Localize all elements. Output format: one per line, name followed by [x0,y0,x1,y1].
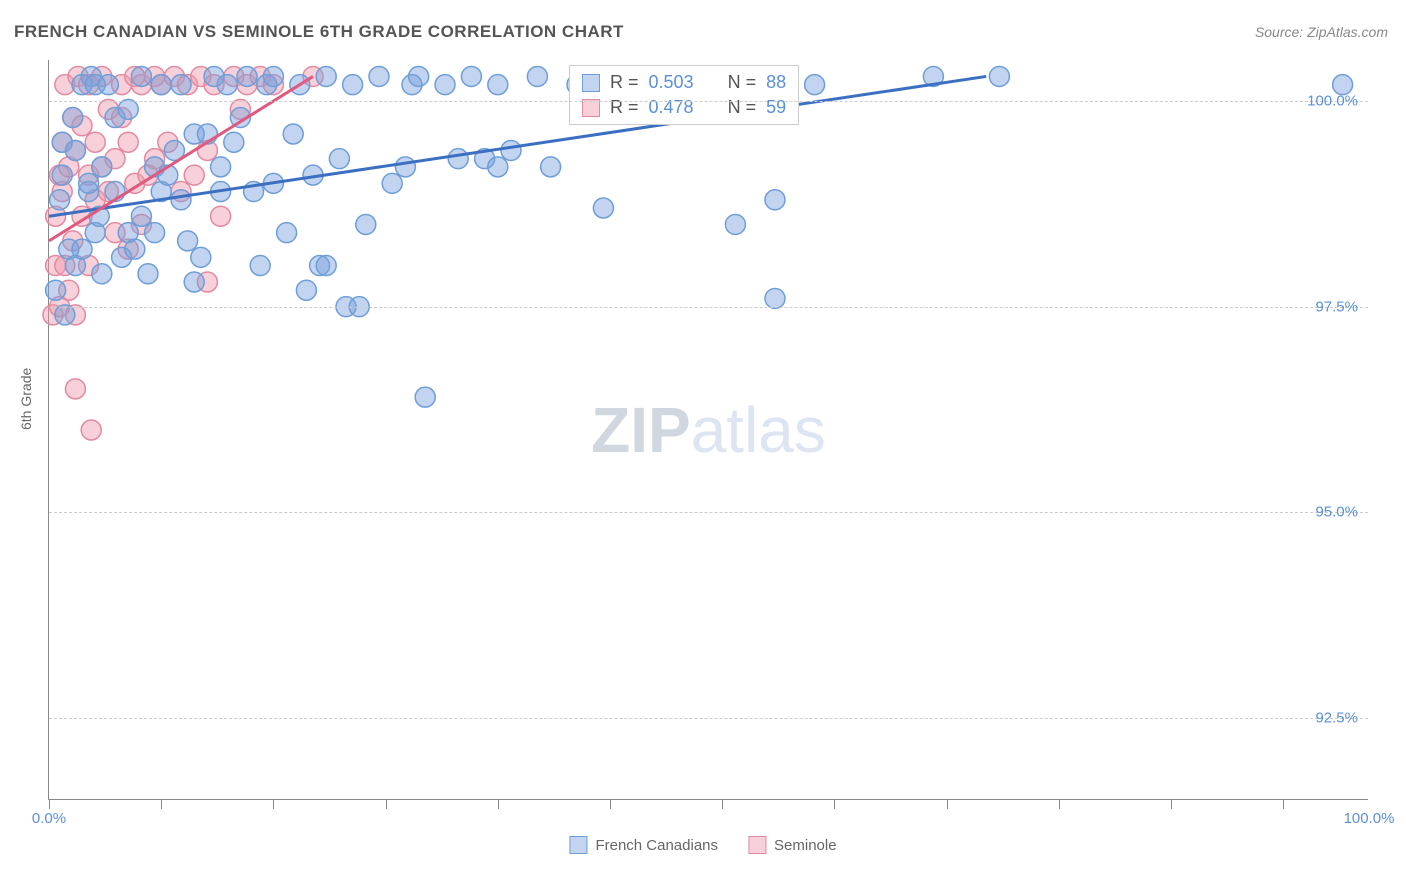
stats-r-label: R = [610,72,639,93]
stats-box: R = 0.503 N = 88 R = 0.478 N = 59 [569,65,799,125]
stats-r-1: 0.503 [649,72,694,93]
legend-item-2: Seminole [748,836,837,854]
legend-swatch-2 [748,836,766,854]
stats-swatch-1 [582,74,600,92]
legend-label-1: French Canadians [595,837,718,854]
y-tick-label: 100.0% [1307,93,1358,110]
bottom-legend: French Canadians Seminole [569,836,836,854]
stats-row-2: R = 0.478 N = 59 [582,95,786,120]
chart-title: FRENCH CANADIAN VS SEMINOLE 6TH GRADE CO… [14,22,624,42]
plot-area: ZIPatlas R = 0.503 N = 88 R = 0.478 N = … [48,60,1368,800]
y-tick-label: 95.0% [1315,504,1358,521]
chart-svg [49,60,1368,799]
y-tick-label: 97.5% [1315,298,1358,315]
x-tick-label: 0.0% [32,810,66,827]
y-axis-label: 6th Grade [18,368,34,430]
y-tick-label: 92.5% [1315,709,1358,726]
legend-item-1: French Canadians [569,836,718,854]
stats-row-1: R = 0.503 N = 88 [582,70,786,95]
source-label: Source: ZipAtlas.com [1255,24,1388,40]
legend-label-2: Seminole [774,837,837,854]
stats-n-label: N = [728,72,757,93]
x-tick-label: 100.0% [1344,810,1395,827]
stats-n-1: 88 [766,72,786,93]
legend-swatch-1 [569,836,587,854]
